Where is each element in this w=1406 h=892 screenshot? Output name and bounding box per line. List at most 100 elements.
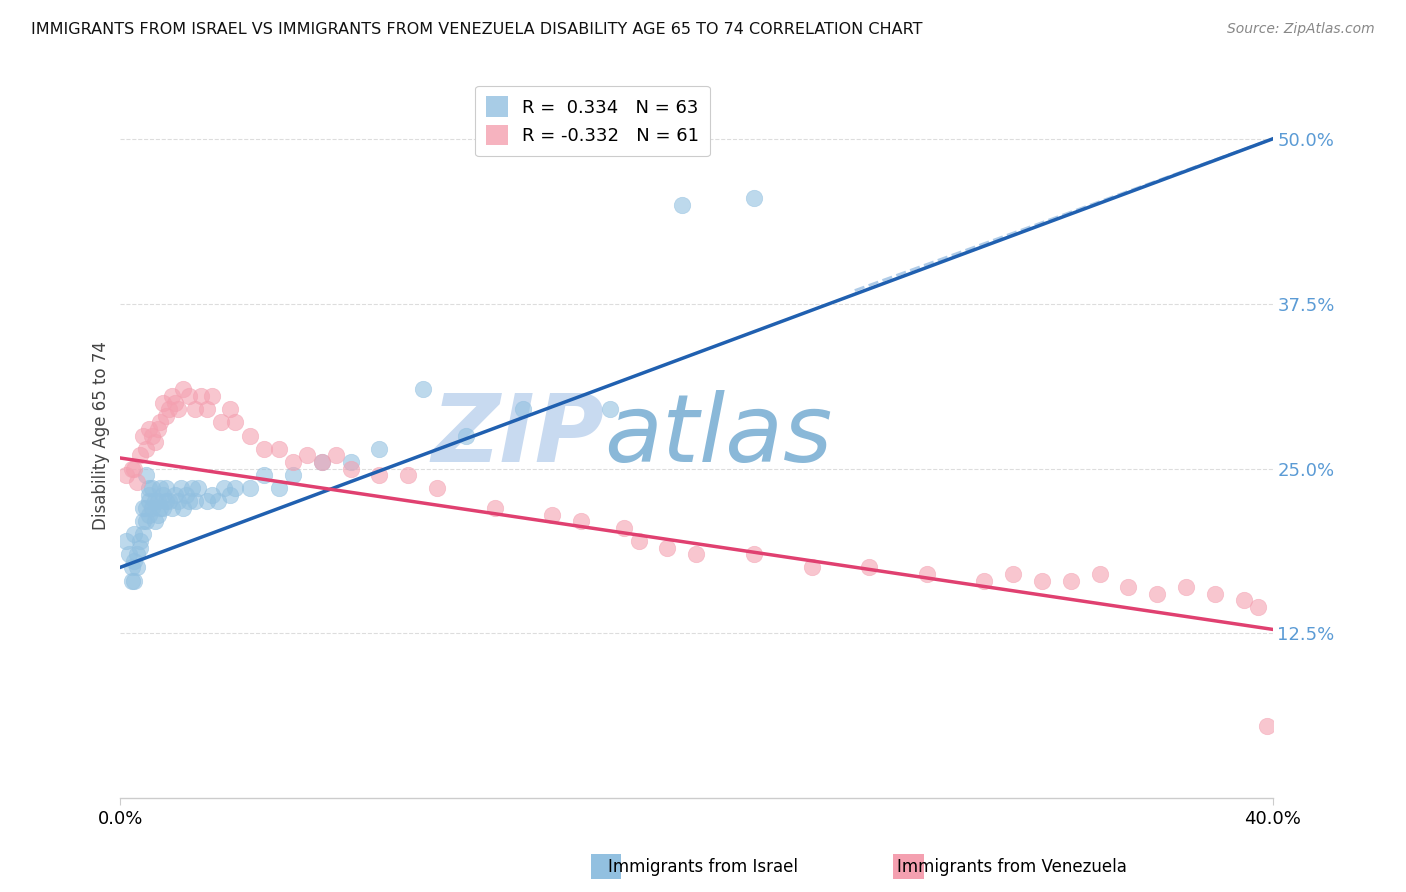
Point (129, 534, 152, 549)
Point (613, 521, 636, 535)
Point (132, 428, 155, 442)
Point (127, 560, 149, 574)
Point (339, 461, 361, 475)
Point (297, 448, 319, 462)
Point (325, 448, 347, 462)
Point (141, 481, 163, 495)
Point (201, 488, 224, 502)
Point (127, 547, 149, 561)
Point (671, 198, 693, 212)
Point (368, 468, 391, 483)
Point (143, 494, 166, 508)
Point (160, 389, 183, 403)
Point (1146, 587, 1168, 601)
Point (267, 442, 290, 456)
Point (742, 547, 765, 561)
Point (149, 416, 172, 430)
Text: Immigrants from Venezuela: Immigrants from Venezuela (897, 858, 1128, 876)
Point (1175, 580, 1198, 594)
Point (569, 514, 592, 528)
Point (138, 422, 160, 436)
Point (190, 389, 212, 403)
Point (155, 481, 177, 495)
Point (426, 481, 449, 495)
Point (484, 501, 506, 516)
Point (163, 395, 186, 409)
Point (1204, 587, 1226, 601)
Point (157, 494, 180, 508)
Point (118, 547, 141, 561)
Point (195, 494, 218, 508)
Point (454, 428, 477, 442)
Point (152, 488, 174, 502)
Point (138, 494, 160, 508)
Point (858, 560, 880, 574)
Y-axis label: Disability Age 65 to 74: Disability Age 65 to 74 (93, 341, 110, 530)
Point (146, 422, 169, 436)
Point (253, 468, 276, 483)
Point (124, 461, 146, 475)
Point (657, 541, 679, 555)
Point (1247, 599, 1270, 614)
Point (146, 508, 169, 522)
Point (169, 481, 191, 495)
Point (742, 191, 765, 205)
Point (1002, 566, 1025, 581)
Point (143, 514, 166, 528)
Point (412, 383, 434, 397)
Point (141, 428, 163, 442)
Point (132, 501, 155, 516)
Text: ZIP: ZIP (432, 390, 605, 482)
Point (160, 501, 183, 516)
Point (195, 402, 218, 417)
Point (1256, 718, 1278, 732)
Point (1060, 574, 1083, 588)
Point (124, 554, 146, 568)
Point (800, 560, 823, 574)
Point (152, 501, 174, 516)
Point (135, 442, 157, 456)
Point (152, 395, 174, 409)
Point (135, 501, 157, 516)
Point (685, 547, 707, 561)
Point (184, 494, 207, 508)
Point (239, 481, 262, 495)
Point (209, 416, 232, 430)
Point (281, 455, 304, 469)
Point (512, 402, 534, 417)
Point (146, 494, 169, 508)
Point (121, 461, 143, 475)
Point (149, 501, 172, 516)
Point (311, 455, 333, 469)
Point (115, 534, 138, 549)
Point (127, 475, 149, 489)
Point (135, 468, 157, 483)
Text: atlas: atlas (605, 390, 832, 481)
Point (115, 468, 138, 483)
Legend: R =  0.334   N = 63, R = -0.332   N = 61: R = 0.334 N = 63, R = -0.332 N = 61 (475, 86, 710, 156)
Point (138, 488, 160, 502)
Point (311, 455, 333, 469)
Point (339, 455, 361, 469)
Point (267, 481, 290, 495)
Point (143, 435, 166, 450)
Point (253, 442, 276, 456)
Point (1118, 580, 1140, 594)
Point (138, 481, 160, 495)
Point (187, 481, 209, 495)
Point (121, 560, 143, 574)
Point (207, 494, 229, 508)
Point (212, 481, 235, 495)
Point (973, 574, 995, 588)
Point (157, 402, 180, 417)
Point (218, 402, 240, 417)
Point (179, 494, 201, 508)
Point (166, 402, 188, 417)
Point (155, 409, 177, 423)
Point (184, 402, 207, 417)
Point (129, 541, 152, 555)
Point (149, 481, 172, 495)
Point (132, 514, 155, 528)
Point (124, 574, 146, 588)
Point (396, 468, 419, 483)
